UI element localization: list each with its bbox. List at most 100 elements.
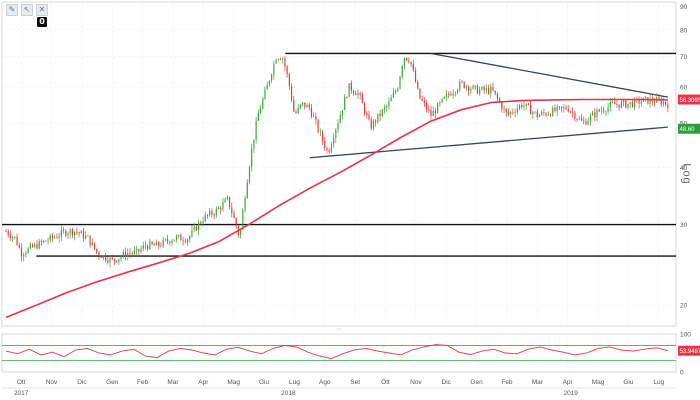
candle-body [580, 118, 583, 121]
candle-body [640, 101, 642, 104]
counter-badge[interactable]: 0 [37, 17, 47, 27]
pencil-icon[interactable]: ✎ [6, 4, 18, 16]
candle-body [222, 202, 224, 210]
candle-body [288, 73, 290, 86]
triangle-lower-line [309, 126, 668, 159]
candle-body [541, 112, 543, 115]
candle-body [129, 252, 131, 254]
candle-body [594, 112, 596, 118]
candle-body [153, 244, 155, 246]
candle-body [333, 138, 335, 145]
crosshair-icon[interactable]: ✕ [36, 4, 48, 16]
candle-body [574, 112, 576, 119]
x-tick-label: Ago [319, 379, 331, 386]
candle-body [162, 239, 164, 247]
candle-body [521, 105, 523, 108]
candle-body [171, 240, 173, 244]
y-tick-label: 90 [680, 4, 688, 11]
candle-body [410, 61, 412, 65]
x-tick-label: Ott [17, 379, 26, 386]
candle-body [228, 196, 231, 208]
candle-body [158, 241, 160, 246]
candle-body [414, 70, 417, 83]
candle-body [421, 98, 423, 101]
candle-body [359, 92, 361, 96]
candle-body [622, 100, 625, 103]
x-tick-label: Mag [592, 379, 605, 386]
candle-body [450, 94, 452, 96]
candle-body [412, 64, 414, 71]
candle-body [474, 85, 476, 87]
candle-body [665, 102, 667, 105]
candle-body [465, 86, 468, 88]
candle-body [468, 86, 470, 91]
cursor-icon[interactable]: ↖ [21, 4, 33, 16]
candle-body [434, 110, 437, 114]
candle-body [383, 107, 386, 110]
log-scale-label: Log [680, 163, 693, 185]
candle-body [339, 115, 341, 123]
oscillator-last-text: 53.9487 [680, 349, 700, 355]
candle-body [530, 104, 532, 115]
x-tick-label: Gen [106, 379, 119, 386]
candle-body [27, 248, 29, 254]
last-value-box [678, 123, 700, 134]
candle-body [257, 113, 259, 121]
candle-body [131, 253, 133, 255]
candle-body [107, 260, 109, 263]
candle-body [631, 102, 634, 107]
candle-body [532, 112, 534, 115]
candle-body [248, 166, 251, 183]
x-tick-label: Lug [289, 379, 300, 386]
candle-body [352, 90, 355, 94]
candle-body [62, 230, 65, 231]
x-tick-label: Giu [259, 379, 270, 386]
candle-body [180, 235, 182, 241]
candle-body [116, 260, 118, 262]
candle-body [344, 97, 346, 111]
last-value-label: 48.60 [678, 123, 700, 134]
candle-body [556, 106, 558, 112]
candle-body [355, 93, 357, 96]
candle-body [490, 86, 492, 94]
candle-body [217, 207, 220, 209]
candle-body [268, 80, 271, 86]
x-tick-label: Feb [501, 379, 513, 386]
candle-body [370, 119, 372, 129]
candle-body [423, 100, 425, 103]
x-tick-label: Apr [563, 379, 574, 386]
candle-body [492, 86, 494, 91]
candle-body [321, 131, 324, 141]
candle-body [317, 120, 319, 132]
candle-body [561, 106, 563, 108]
candle-body [253, 139, 255, 149]
candle-body [536, 111, 538, 117]
candle-body [518, 105, 521, 109]
candle-body [461, 81, 463, 83]
candle-body [271, 74, 273, 81]
candle-body [390, 97, 392, 102]
candle-body [463, 81, 465, 88]
candle-body [348, 82, 350, 98]
candle-body [259, 108, 262, 114]
candle-body [7, 231, 9, 235]
candle-body [614, 102, 616, 105]
candle-body [549, 114, 552, 116]
candle-body [304, 102, 306, 108]
candle-body [379, 113, 381, 116]
candle-body [554, 107, 556, 112]
candle-body [155, 241, 158, 246]
candle-body [591, 112, 594, 116]
candle-body [485, 88, 487, 91]
candle-body [277, 59, 279, 61]
candle-body [14, 236, 16, 238]
candle-body [459, 81, 461, 90]
candle-body [377, 113, 379, 123]
candle-body [337, 122, 339, 130]
candle-body [315, 116, 317, 121]
candle-body [124, 251, 127, 257]
moving-average-line [5, 98, 668, 319]
candle-body [204, 214, 206, 222]
panel-splitter-handle: ⋯ [336, 327, 342, 333]
